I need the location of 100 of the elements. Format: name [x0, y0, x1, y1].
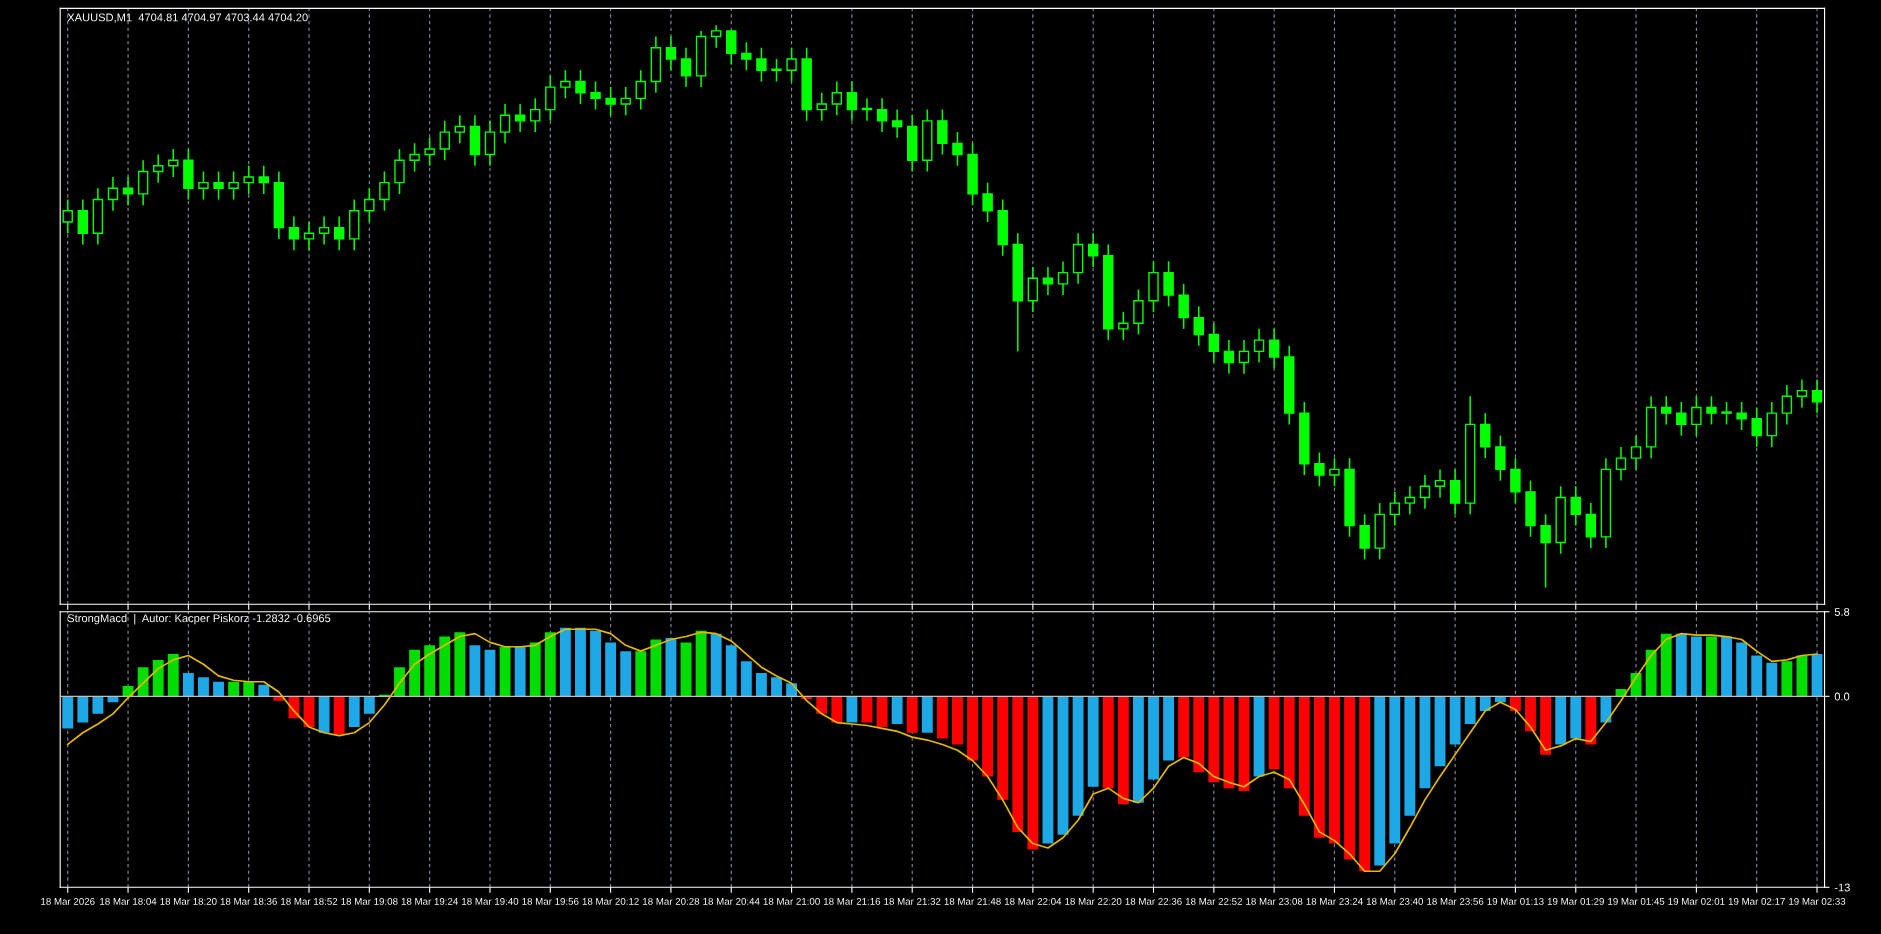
candlestick — [560, 69, 571, 100]
bar — [1042, 696, 1054, 844]
bar — [710, 633, 722, 697]
bar — [228, 681, 240, 697]
candlestick — [1736, 401, 1747, 431]
bar — [1012, 696, 1024, 832]
candlestick — [786, 46, 797, 83]
bar — [1148, 696, 1159, 780]
bar — [1570, 696, 1582, 739]
y-tick-label: 0.0 — [1834, 692, 1850, 701]
bar — [454, 632, 466, 697]
candlestick — [1314, 451, 1325, 488]
bar — [1268, 696, 1280, 770]
bar — [590, 630, 601, 697]
candlestick — [1661, 395, 1672, 426]
candlestick — [1449, 468, 1461, 516]
bar — [620, 651, 632, 697]
candlestick — [816, 91, 827, 122]
bar — [1690, 636, 1702, 697]
candlestick — [891, 108, 903, 139]
bar — [1449, 696, 1461, 745]
bar — [182, 673, 194, 697]
candlestick — [258, 165, 269, 195]
candlestick — [741, 41, 752, 72]
bar — [1766, 662, 1778, 697]
x-tick-label: 18 Mar 22:04 — [1004, 897, 1062, 905]
bar — [1193, 696, 1205, 773]
candlestick — [876, 97, 888, 133]
candlestick — [1419, 474, 1431, 510]
bar — [1057, 696, 1069, 835]
bar — [771, 677, 782, 697]
x-tick-label: 18 Mar 23:24 — [1306, 897, 1363, 905]
x-tick-label: 18 Mar 22:36 — [1125, 897, 1182, 905]
x-tick-label: 18 Mar 21:16 — [824, 897, 881, 905]
candlestick — [710, 24, 722, 49]
bar — [982, 696, 994, 777]
candlestick — [1133, 288, 1144, 336]
bar — [936, 696, 948, 739]
bar — [198, 677, 209, 697]
candlestick — [213, 170, 224, 201]
candlestick — [1570, 485, 1581, 527]
x-tick-label: 18 Mar 19:24 — [401, 897, 459, 905]
candlestick — [1268, 328, 1280, 369]
x-tick-label: 18 Mar 19:08 — [341, 897, 398, 905]
candlestick — [1042, 266, 1054, 296]
candlestick — [1766, 401, 1778, 448]
candlestick — [1238, 339, 1250, 375]
bar — [1087, 696, 1099, 787]
bar — [1540, 696, 1552, 755]
candlestick — [1706, 395, 1717, 426]
candlestick — [1057, 260, 1069, 296]
candlestick — [590, 80, 601, 111]
bar — [1178, 696, 1190, 758]
bar — [876, 696, 888, 727]
candlestick — [1027, 266, 1039, 313]
x-tick-label: 18 Mar 18:04 — [100, 897, 157, 905]
candlestick — [424, 136, 435, 167]
x-tick-label: 18 Mar 20:44 — [703, 897, 760, 905]
bar — [952, 696, 963, 745]
x-tick-label: 19 Mar 01:29 — [1547, 897, 1604, 905]
x-tick-label: 18 Mar 2026 — [41, 897, 95, 905]
candlestick — [1615, 446, 1627, 482]
bar — [725, 645, 737, 697]
bar — [1736, 642, 1748, 697]
candlestick — [364, 187, 375, 223]
candlestick — [1495, 434, 1506, 482]
bar — [213, 681, 224, 697]
bar — [1600, 696, 1612, 723]
candlestick — [605, 86, 616, 116]
candlestick — [1223, 339, 1235, 375]
bar — [1660, 633, 1672, 697]
candlestick — [198, 170, 209, 201]
bar — [695, 630, 707, 697]
bar — [635, 651, 647, 697]
x-tick-label: 18 Mar 21:00 — [763, 897, 820, 905]
bar — [605, 642, 617, 697]
candlestick — [1359, 513, 1370, 561]
x-tick-label: 18 Mar 18:52 — [281, 897, 338, 905]
candlestick — [228, 170, 239, 201]
x-tick-label: 18 Mar 23:56 — [1427, 897, 1484, 905]
candlestick — [394, 148, 405, 195]
bar — [1298, 696, 1310, 816]
bar — [258, 684, 270, 697]
bar — [1253, 696, 1265, 777]
candlestick — [1585, 502, 1597, 549]
candlestick — [514, 103, 526, 133]
bar — [997, 696, 1009, 800]
bar — [137, 667, 149, 697]
bar — [831, 696, 843, 723]
candlestick — [1087, 232, 1099, 268]
bar — [514, 646, 526, 697]
bar — [650, 639, 662, 697]
candlestick — [454, 114, 466, 145]
x-tick-label: 18 Mar 19:40 — [462, 897, 519, 905]
bar — [1283, 696, 1295, 789]
bar — [1434, 696, 1446, 767]
bar — [1344, 696, 1355, 860]
bar — [1811, 654, 1823, 697]
candlestick — [545, 75, 556, 122]
candlestick — [1178, 283, 1189, 330]
